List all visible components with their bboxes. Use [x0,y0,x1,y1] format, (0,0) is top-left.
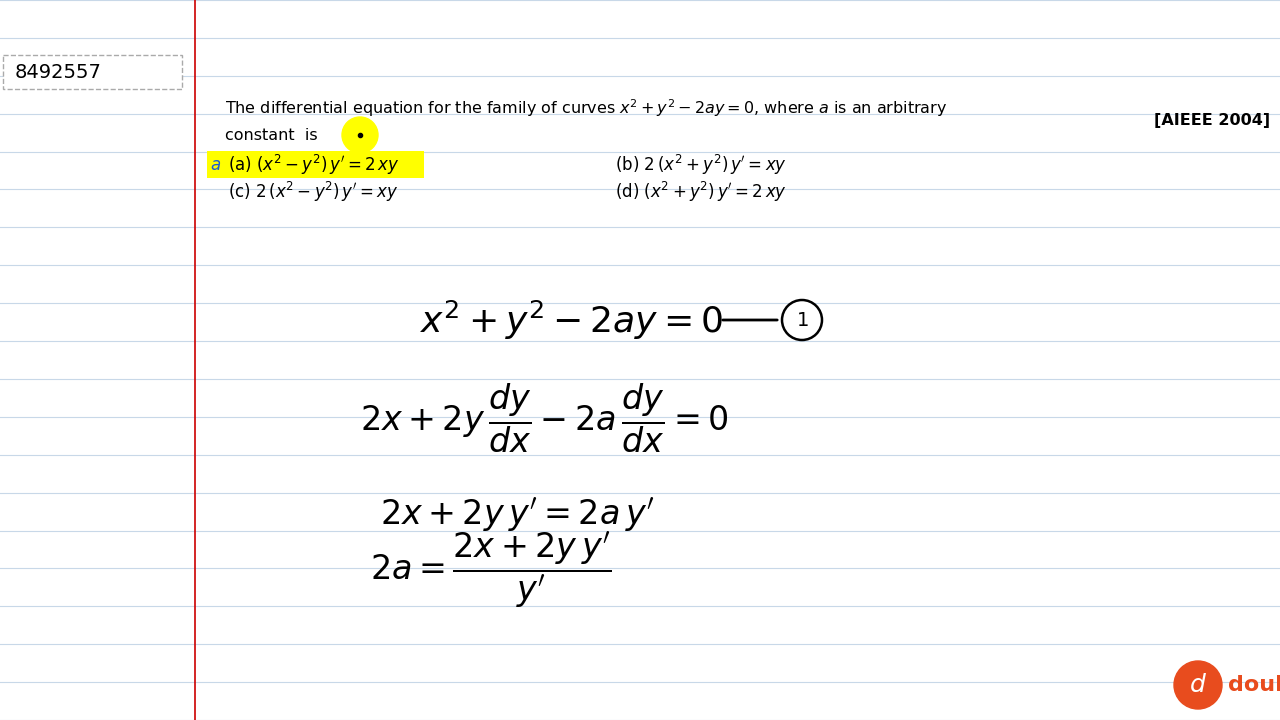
FancyBboxPatch shape [3,55,182,89]
Text: doubtnut: doubtnut [1228,675,1280,695]
Text: constant  is: constant is [225,127,317,143]
Text: $a$: $a$ [210,156,221,174]
Circle shape [1174,661,1222,709]
Text: The differential equation for the family of curves $x^2+y^2-2ay=0$, where $a$ is: The differential equation for the family… [225,97,947,119]
Text: (c) $2\,(x^2-y^2)\,y'=xy$: (c) $2\,(x^2-y^2)\,y'=xy$ [228,180,398,204]
Text: $2x+2y\,\dfrac{dy}{dx}-2a\,\dfrac{dy}{dx}=0$: $2x+2y\,\dfrac{dy}{dx}-2a\,\dfrac{dy}{dx… [360,382,728,455]
Circle shape [342,117,378,153]
Text: (d) $(x^2+y^2)\,y'=2\,xy$: (d) $(x^2+y^2)\,y'=2\,xy$ [614,180,787,204]
Text: (a) $(x^2-y^2)\,y'=2\,xy$: (a) $(x^2-y^2)\,y'=2\,xy$ [228,153,399,177]
Text: (b) $2\,(x^2+y^2)\,y'=xy$: (b) $2\,(x^2+y^2)\,y'=xy$ [614,153,787,177]
Circle shape [782,300,822,340]
FancyBboxPatch shape [207,151,424,178]
Text: 8492557: 8492557 [15,63,102,81]
Text: $1$: $1$ [796,310,808,330]
Text: $2a=\dfrac{2x+2y\,y'}{y'}$: $2a=\dfrac{2x+2y\,y'}{y'}$ [370,529,612,611]
Text: [AIEEE 2004]: [AIEEE 2004] [1153,112,1270,127]
Text: $2x+2y\,y'=2a\,y'$: $2x+2y\,y'=2a\,y'$ [380,496,654,534]
Text: $x^2+y^2-2ay=0$: $x^2+y^2-2ay=0$ [420,298,723,341]
Text: $\mathit{d}$: $\mathit{d}$ [1189,673,1207,697]
